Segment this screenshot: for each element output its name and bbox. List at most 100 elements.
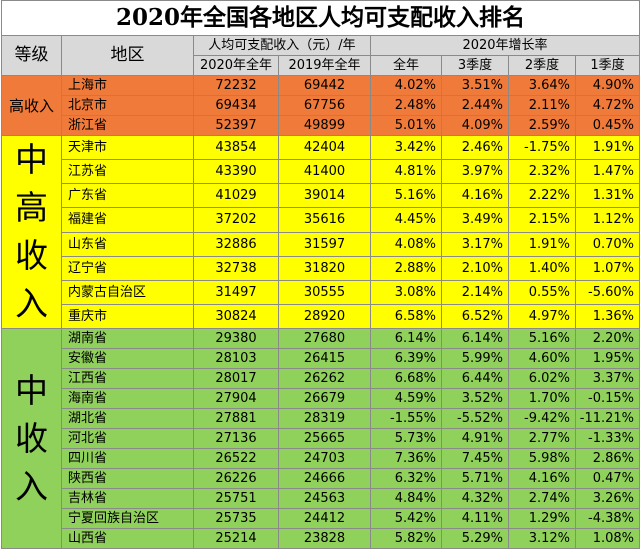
growth-q3-cell: -5.52% <box>441 408 509 429</box>
growth-q2-cell: 3.12% <box>508 528 576 549</box>
table-row: 山西省 25214 23828 5.82% 5.29% 3.12% 1.08% <box>1 528 640 549</box>
region-cell: 安徽省 <box>61 348 194 369</box>
growth-full-cell: 6.32% <box>370 468 442 489</box>
growth-full-cell: 4.59% <box>370 388 442 409</box>
region-cell: 陕西省 <box>61 468 194 489</box>
growth-q3-cell: 5.29% <box>441 528 509 549</box>
income-2020-cell: 32886 <box>193 231 279 257</box>
header-q3: 3季度 <box>441 55 509 76</box>
growth-q1-cell: -4.38% <box>574 508 640 529</box>
growth-q1-cell: 1.08% <box>574 528 640 549</box>
table-row: 中高收入天津市 43854 42404 3.42% 2.46% -1.75% 1.91% <box>1 134 640 329</box>
growth-full-cell: 6.39% <box>370 348 442 369</box>
growth-q3-cell: 3.51% <box>441 75 509 96</box>
growth-q2-cell: 2.22% <box>508 183 576 209</box>
table-row: 辽宁省 32738 31820 2.88% 2.10% 1.40% 1.07% <box>1 255 640 281</box>
growth-full-cell: 5.82% <box>370 528 442 549</box>
income-2019-cell: 28319 <box>278 408 371 429</box>
region-cell: 湖北省 <box>61 408 194 429</box>
growth-q1-cell: -5.60% <box>574 279 640 305</box>
growth-q1-cell: -1.33% <box>574 428 640 449</box>
income-2019-cell: 26262 <box>278 368 371 389</box>
region-cell: 河北省 <box>61 428 194 449</box>
table-row: 海南省 27904 26679 4.59% 3.52% 1.70% -0.15% <box>1 388 640 409</box>
table-row: 福建省 37202 35616 4.45% 3.49% 2.15% 1.12% <box>1 207 640 233</box>
tier-label-char: 入 <box>15 466 48 506</box>
income-2020-cell: 27136 <box>193 428 279 449</box>
growth-q3-cell: 3.17% <box>441 231 509 257</box>
table-row: 广东省 41029 39014 5.16% 4.16% 2.22% 1.31% <box>1 183 640 209</box>
growth-q1-cell: -11.21% <box>574 408 640 429</box>
growth-q3-cell: 6.44% <box>441 368 509 389</box>
income-2019-cell: 69442 <box>278 75 371 96</box>
income-2019-cell: 41400 <box>278 159 371 185</box>
income-2020-cell: 25735 <box>193 508 279 529</box>
growth-q2-cell: 1.29% <box>508 508 576 529</box>
growth-q2-cell: 1.40% <box>508 255 576 281</box>
table-row: 高收入 上海市 72232 69442 4.02% 3.51% 3.64% 4.90% <box>1 75 640 136</box>
growth-q1-cell: 2.86% <box>574 448 640 469</box>
header-level: 等级 <box>1 35 62 76</box>
growth-q2-cell: 5.98% <box>508 448 576 469</box>
growth-q3-cell: 6.52% <box>441 303 509 330</box>
growth-q2-cell: 2.74% <box>508 488 576 509</box>
tier-label: 高收入 <box>1 75 62 136</box>
table-row: 中收入湖南省 29380 27680 6.14% 6.14% 5.16% 2.20% <box>1 328 640 549</box>
growth-q1-cell: 1.95% <box>574 348 640 369</box>
income-2020-cell: 32738 <box>193 255 279 281</box>
growth-q2-cell: 2.59% <box>508 115 576 136</box>
growth-q1-cell: 2.20% <box>574 328 640 349</box>
income-2020-cell: 28103 <box>193 348 279 369</box>
growth-full-cell: 2.48% <box>370 95 442 116</box>
growth-q1-cell: 1.47% <box>574 159 640 185</box>
growth-q1-cell: 1.07% <box>574 255 640 281</box>
region-cell: 山西省 <box>61 528 194 549</box>
growth-full-cell: 3.42% <box>370 134 442 161</box>
growth-q3-cell: 4.16% <box>441 183 509 209</box>
income-2019-cell: 67756 <box>278 95 371 116</box>
header-q2: 2季度 <box>508 55 576 76</box>
tier-label-char: 高 <box>15 188 48 227</box>
income-2020-cell: 30824 <box>193 303 279 330</box>
growth-q2-cell: 1.91% <box>508 231 576 257</box>
income-2019-cell: 31597 <box>278 231 371 257</box>
income-2020-cell: 26522 <box>193 448 279 469</box>
page-title: 2020年全国各地区人均可支配收入排名 <box>0 0 640 36</box>
income-2019-cell: 24412 <box>278 508 371 529</box>
table-body: 高收入 上海市 72232 69442 4.02% 3.51% 3.64% 4.90% 北京市 6… <box>1 75 640 549</box>
table-row: 吉林省 25751 24563 4.84% 4.32% 2.74% 3.26% <box>1 488 640 509</box>
region-cell: 吉林省 <box>61 488 194 509</box>
growth-full-cell: 7.36% <box>370 448 442 469</box>
income-2020-cell: 69434 <box>193 95 279 116</box>
growth-q2-cell: 4.97% <box>508 303 576 330</box>
income-2020-cell: 25751 <box>193 488 279 509</box>
table-row: 重庆市 30824 28920 6.58% 6.52% 4.97% 1.36% <box>1 303 640 330</box>
region-cell: 江西省 <box>61 368 194 389</box>
table-row: 四川省 26522 24703 7.36% 7.45% 5.98% 2.86% <box>1 448 640 469</box>
income-2019-cell: 39014 <box>278 183 371 209</box>
growth-q3-cell: 6.14% <box>441 328 509 349</box>
tier-label-char: 中 <box>15 140 48 179</box>
income-2019-cell: 25665 <box>278 428 371 449</box>
table-row: 宁夏回族自治区 25735 24412 5.42% 4.11% 1.29% -4.38% <box>1 508 640 529</box>
income-2019-cell: 26679 <box>278 388 371 409</box>
region-cell: 福建省 <box>61 207 194 233</box>
income-2019-cell: 35616 <box>278 207 371 233</box>
growth-full-cell: 4.02% <box>370 75 442 96</box>
growth-q1-cell: 1.91% <box>574 134 640 161</box>
growth-q3-cell: 5.99% <box>441 348 509 369</box>
table-row: 浙江省 52397 49899 5.01% 4.09% 2.59% 0.45% <box>1 115 640 136</box>
header-growth: 2020年增长率 <box>369 35 640 56</box>
growth-full-cell: 4.08% <box>370 231 442 257</box>
income-2020-cell: 43390 <box>193 159 279 185</box>
income-2020-cell: 25214 <box>193 528 279 549</box>
growth-full-cell: 5.73% <box>370 428 442 449</box>
income-2019-cell: 24563 <box>278 488 371 509</box>
growth-q2-cell: 2.15% <box>508 207 576 233</box>
tier-label-char: 收 <box>15 236 48 275</box>
growth-q3-cell: 4.09% <box>441 115 509 136</box>
table-row: 山东省 32886 31597 4.08% 3.17% 1.91% 0.70% <box>1 231 640 257</box>
growth-q3-cell: 4.32% <box>441 488 509 509</box>
table-row: 北京市 69434 67756 2.48% 2.44% 2.11% 4.72% <box>1 95 640 116</box>
income-2020-cell: 31497 <box>193 279 279 305</box>
